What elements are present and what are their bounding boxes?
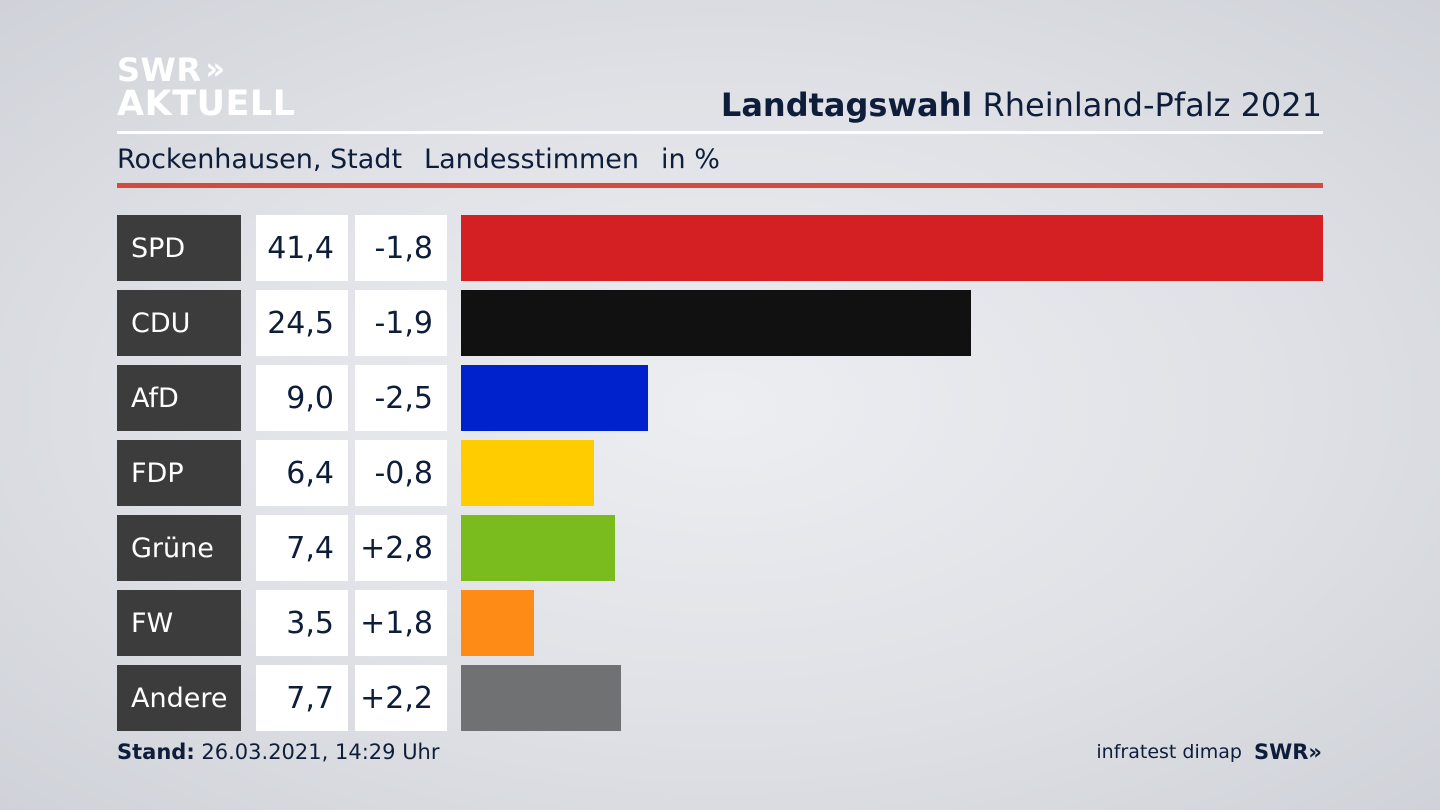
result-bar bbox=[461, 665, 621, 731]
result-bar bbox=[461, 215, 1323, 281]
logo-swr-text: SWR bbox=[117, 51, 202, 89]
title-rest: Rheinland-Pfalz 2021 bbox=[982, 86, 1322, 124]
party-label: Grüne bbox=[117, 515, 241, 581]
party-label: FDP bbox=[117, 440, 241, 506]
vote-share-value: 7,7 bbox=[256, 665, 348, 731]
vote-share-value: 41,4 bbox=[256, 215, 348, 281]
party-label: AfD bbox=[117, 365, 241, 431]
vote-share-value: 9,0 bbox=[256, 365, 348, 431]
swr-aktuell-logo: SWR » AKTUELL bbox=[117, 54, 296, 122]
footer-swr-text: SWR bbox=[1253, 740, 1309, 764]
logo-aktuell-text: AKTUELL bbox=[117, 84, 296, 124]
vote-share-value: 3,5 bbox=[256, 590, 348, 656]
party-label: CDU bbox=[117, 290, 241, 356]
double-chevron-icon: » bbox=[1308, 740, 1322, 764]
change-value: -1,9 bbox=[355, 290, 447, 356]
vote-type-label: Landesstimmen bbox=[424, 144, 640, 175]
double-chevron-icon: » bbox=[205, 52, 226, 87]
change-value: -0,8 bbox=[355, 440, 447, 506]
source-label: infratest dimap bbox=[1096, 741, 1242, 763]
header-divider bbox=[117, 131, 1323, 134]
unit-label: in % bbox=[661, 144, 720, 175]
result-bar bbox=[461, 515, 615, 581]
vote-share-value: 7,4 bbox=[256, 515, 348, 581]
party-label: SPD bbox=[117, 215, 241, 281]
vote-share-value: 24,5 bbox=[256, 290, 348, 356]
party-label: FW bbox=[117, 590, 241, 656]
vote-share-value: 6,4 bbox=[256, 440, 348, 506]
change-value: -1,8 bbox=[355, 215, 447, 281]
change-value: +2,8 bbox=[355, 515, 447, 581]
result-bar bbox=[461, 440, 594, 506]
stand-value: 26.03.2021, 14:29 Uhr bbox=[201, 740, 440, 764]
source-credit: infratest dimap SWR» bbox=[1096, 740, 1322, 764]
footer-swr-logo: SWR» bbox=[1254, 740, 1322, 764]
change-value: +2,2 bbox=[355, 665, 447, 731]
result-bar bbox=[461, 365, 648, 431]
result-bar bbox=[461, 290, 971, 356]
page-title: Landtagswahl Rheinland-Pfalz 2021 bbox=[721, 86, 1322, 124]
party-label: Andere bbox=[117, 665, 241, 731]
timestamp: Stand: 26.03.2021, 14:29 Uhr bbox=[117, 740, 440, 764]
accent-divider bbox=[117, 183, 1323, 188]
change-value: +1,8 bbox=[355, 590, 447, 656]
title-bold: Landtagswahl bbox=[720, 86, 973, 124]
stand-label: Stand: bbox=[117, 740, 195, 764]
result-bar bbox=[461, 590, 534, 656]
change-value: -2,5 bbox=[355, 365, 447, 431]
location-label: Rockenhausen, Stadt bbox=[117, 144, 403, 175]
chart-subtitle: Rockenhausen, Stadt Landesstimmen in % bbox=[117, 144, 742, 175]
